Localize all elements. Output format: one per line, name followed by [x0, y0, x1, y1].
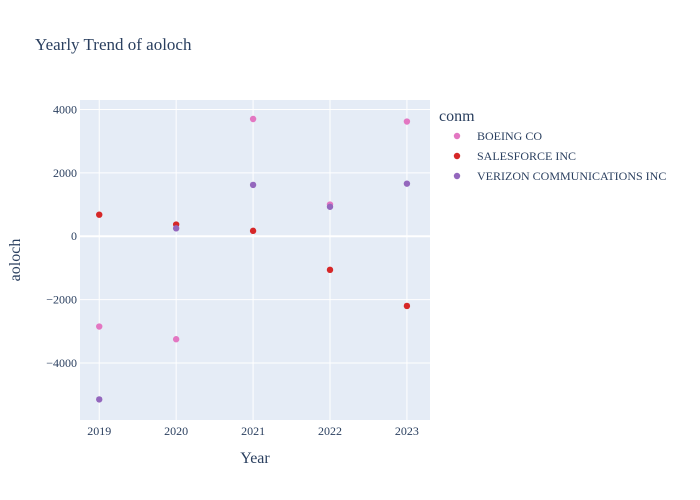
data-point	[96, 323, 103, 330]
x-axis-title: Year	[240, 450, 270, 467]
legend-marker	[453, 132, 461, 140]
grid-lines	[80, 100, 430, 420]
data-point	[249, 227, 257, 235]
x-tick-label: 2021	[241, 424, 265, 438]
x-tick-label: 2023	[395, 424, 419, 438]
data-point	[326, 203, 334, 210]
data-point	[403, 302, 411, 310]
y-axis-title: aoloch	[7, 239, 24, 282]
data-point	[403, 180, 411, 187]
x-tick-label: 2020	[164, 424, 188, 438]
y-tick-label: −4000	[46, 356, 77, 370]
plot-background	[80, 100, 430, 420]
legend-label: VERIZON COMMUNICATIONS INC	[477, 169, 666, 183]
chart-title: Yearly Trend of aoloch	[35, 35, 192, 54]
y-tick-label: 2000	[53, 166, 77, 180]
legend-label: BOEING CO	[477, 129, 542, 143]
legend-marker	[453, 152, 461, 160]
legend-marker	[453, 172, 461, 180]
legend: conm BOEING CO SALESFORCE INC VERIZON COMM…	[439, 108, 666, 183]
x-tick-label: 2022	[318, 424, 342, 438]
data-point	[249, 115, 257, 123]
legend-title: conm	[439, 108, 475, 125]
y-tick-label: 4000	[53, 103, 77, 117]
data-point	[172, 225, 180, 232]
data-points	[96, 115, 411, 403]
data-point	[96, 211, 103, 218]
y-tick-label: 0	[71, 229, 77, 243]
y-axis-ticks: 4000 2000 0 −2000 −4000	[46, 103, 77, 370]
x-tick-label: 2019	[87, 424, 111, 438]
y-tick-label: −2000	[46, 293, 77, 307]
data-point	[403, 118, 411, 125]
legend-label: SALESFORCE INC	[477, 149, 576, 163]
data-point	[172, 336, 180, 343]
data-point	[249, 181, 257, 189]
data-point	[96, 396, 103, 403]
x-axis-ticks: 2019 2020 2021 2022 2023	[87, 424, 419, 438]
data-point	[326, 266, 334, 274]
